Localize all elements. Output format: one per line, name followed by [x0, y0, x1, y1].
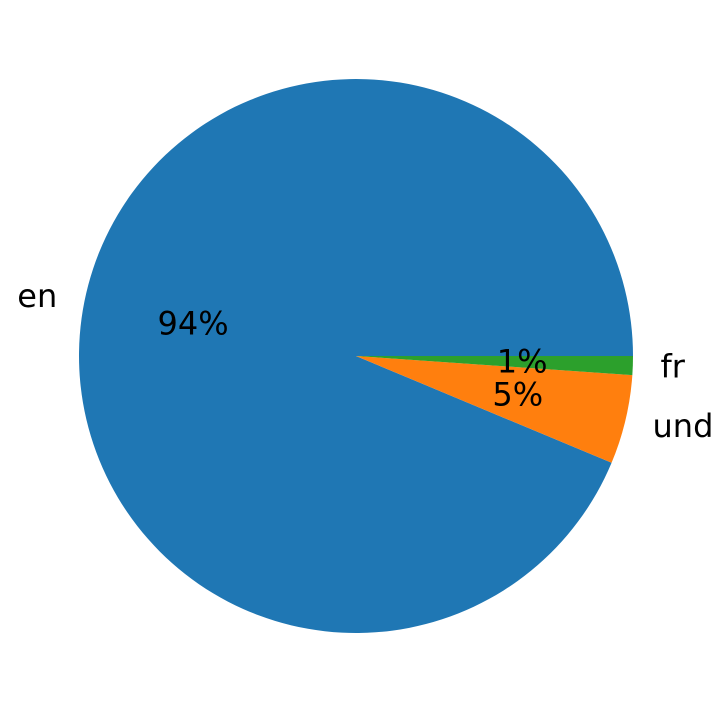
slice-label-und: und [653, 407, 714, 445]
pie-slice-und [356, 356, 633, 463]
slice-pct-fr: 1% [497, 343, 548, 381]
slice-label-en: en [17, 277, 57, 315]
pie-slice-en [79, 79, 634, 634]
slice-pct-en: 94% [157, 304, 228, 342]
slice-pct-und: 5% [492, 375, 543, 413]
slice-label-fr: fr [661, 348, 686, 386]
pie-slice-fr [356, 356, 633, 376]
